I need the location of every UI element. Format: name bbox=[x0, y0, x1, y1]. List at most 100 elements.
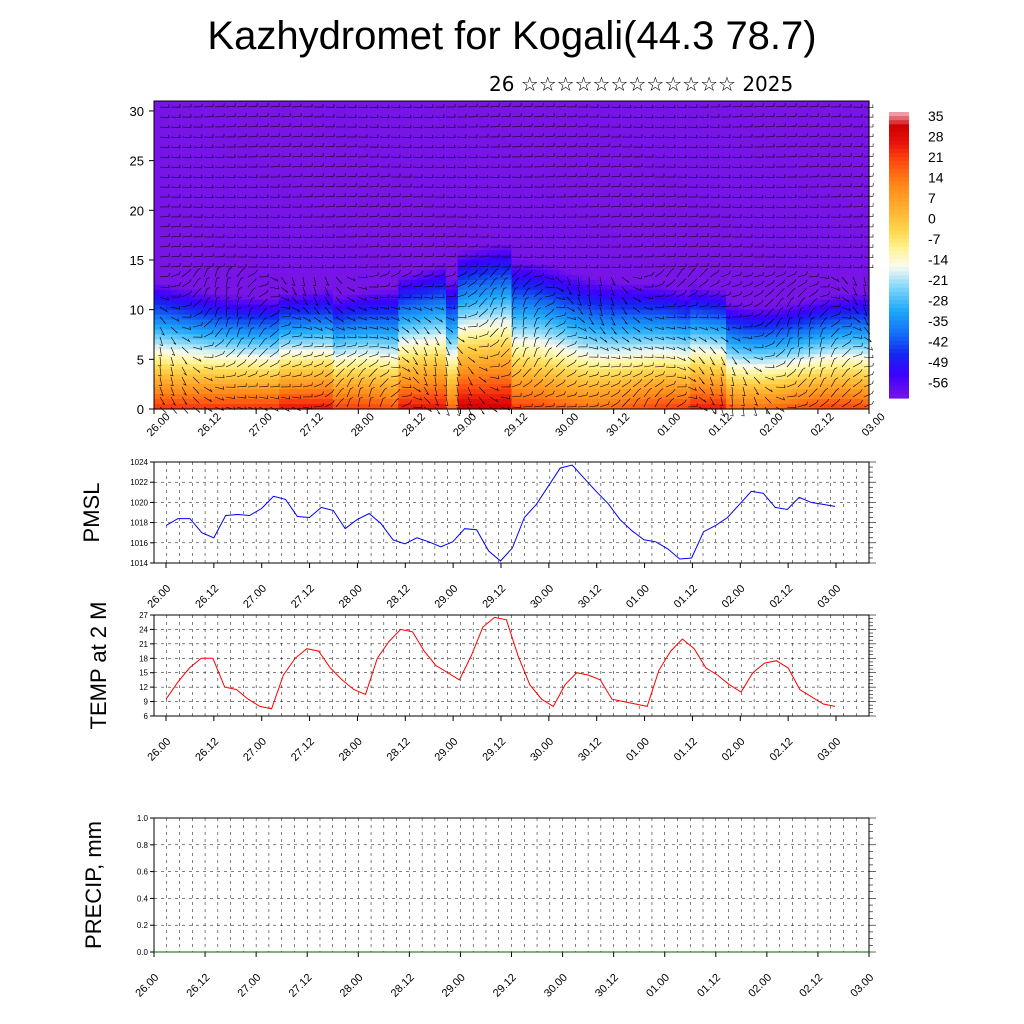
x-tick-label: 02.12 bbox=[768, 736, 796, 764]
series-line bbox=[165, 464, 836, 562]
wind-barbs bbox=[157, 103, 874, 417]
x-tick-label: 30.12 bbox=[576, 583, 604, 611]
grid-lines bbox=[154, 818, 869, 952]
y-tick-label: 0.4 bbox=[137, 894, 149, 903]
chart-title: Kazhydromet for Kogali(44.3 78.7) bbox=[207, 14, 817, 58]
y-tick-label: 15 bbox=[130, 253, 144, 268]
y-tick-label: 21 bbox=[139, 640, 148, 649]
y-tick-label: 0 bbox=[137, 402, 144, 417]
colorbar-label: -42 bbox=[928, 334, 948, 350]
panel-frame bbox=[153, 461, 870, 564]
x-tick-label: 27.12 bbox=[298, 411, 326, 439]
x-tick-label: 02.12 bbox=[797, 972, 825, 1000]
x-tick-label: 29.12 bbox=[480, 583, 508, 611]
x-tick-label: 30.12 bbox=[576, 736, 604, 764]
x-tick-label: 29.00 bbox=[440, 972, 468, 1000]
y-tick-label: 0.6 bbox=[137, 868, 149, 877]
y-tick-label: 1024 bbox=[130, 458, 148, 467]
colorbar-label: 35 bbox=[928, 108, 944, 124]
x-tick-label: 27.00 bbox=[241, 736, 269, 764]
x-tick-label: 01.00 bbox=[624, 736, 652, 764]
y-tick-label: 0.2 bbox=[137, 921, 149, 930]
y-tick-label: 5 bbox=[137, 352, 144, 367]
y-tick-label: 20 bbox=[130, 203, 144, 218]
y-tick-label: 25 bbox=[130, 154, 144, 169]
x-tick-label: 29.12 bbox=[480, 736, 508, 764]
colorbar-label: -49 bbox=[928, 354, 948, 370]
panel-frame bbox=[153, 614, 870, 717]
series-line bbox=[165, 616, 836, 710]
colorbar-label: -14 bbox=[928, 252, 948, 268]
x-tick-label: 26.00 bbox=[145, 411, 173, 439]
y-tick-label: 1.0 bbox=[137, 814, 149, 823]
y-tick-label: 1014 bbox=[130, 559, 148, 568]
y-tick-label: 1022 bbox=[130, 478, 148, 487]
x-tick-label: 02.00 bbox=[720, 583, 748, 611]
x-tick-label: 02.00 bbox=[720, 736, 748, 764]
pmsl-axis-label: PMSL bbox=[79, 483, 104, 543]
x-tick-label: 28.12 bbox=[389, 972, 417, 1000]
colorbar-label: -56 bbox=[928, 375, 948, 391]
x-tick-label: 30.12 bbox=[593, 972, 621, 1000]
x-tick-label: 01.12 bbox=[672, 736, 700, 764]
precip-axis-label: PRECIP, mm bbox=[81, 821, 106, 949]
x-tick-label: 27.12 bbox=[289, 583, 317, 611]
x-tick-label: 02.12 bbox=[768, 583, 796, 611]
y-tick-label: 18 bbox=[139, 654, 148, 663]
x-tick-label: 28.12 bbox=[400, 411, 428, 439]
grid-lines bbox=[154, 615, 869, 716]
x-tick-label: 26.12 bbox=[184, 972, 212, 1000]
y-tick-label: 9 bbox=[144, 698, 149, 707]
x-tick-label: 26.00 bbox=[133, 972, 161, 1000]
x-tick-label: 01.00 bbox=[655, 411, 683, 439]
x-tick-label: 26.00 bbox=[145, 583, 173, 611]
x-tick-label: 28.00 bbox=[349, 411, 377, 439]
y-tick-label: 27 bbox=[139, 611, 148, 620]
x-tick-label: 26.12 bbox=[193, 736, 221, 764]
x-tick-label: 27.12 bbox=[287, 972, 315, 1000]
x-tick-label: 29.00 bbox=[433, 736, 461, 764]
x-tick-label: 03.00 bbox=[848, 972, 876, 1000]
x-tick-label: 03.00 bbox=[860, 411, 888, 439]
y-tick-label: 12 bbox=[139, 683, 148, 692]
y-tick-label: 0.8 bbox=[137, 841, 149, 850]
colorbar-label: 14 bbox=[928, 170, 944, 186]
x-tick-label: 28.00 bbox=[338, 972, 366, 1000]
x-tick-label: 26.12 bbox=[193, 583, 221, 611]
y-tick-label: 30 bbox=[130, 104, 144, 119]
x-tick-label: 27.00 bbox=[247, 411, 275, 439]
x-tick-label: 29.12 bbox=[502, 411, 530, 439]
x-tick-label: 30.00 bbox=[528, 583, 556, 611]
colorbar-label: 28 bbox=[928, 129, 944, 145]
x-tick-label: 29.12 bbox=[491, 972, 519, 1000]
x-tick-label: 01.00 bbox=[624, 583, 652, 611]
y-tick-label: 24 bbox=[139, 625, 148, 634]
x-tick-label: 30.00 bbox=[553, 411, 581, 439]
temp-axis-label: TEMP at 2 M bbox=[86, 602, 111, 730]
x-tick-label: 27.00 bbox=[236, 972, 264, 1000]
y-tick-label: 0.0 bbox=[137, 948, 149, 957]
colorbar-label: -7 bbox=[928, 231, 941, 247]
colorbar-label: 21 bbox=[928, 149, 944, 165]
x-tick-label: 02.12 bbox=[809, 411, 837, 439]
colorbar-label: -21 bbox=[928, 272, 948, 288]
colorbar bbox=[889, 112, 909, 399]
x-tick-label: 27.00 bbox=[241, 583, 269, 611]
x-tick-label: 03.00 bbox=[815, 736, 843, 764]
x-tick-label: 26.12 bbox=[196, 411, 224, 439]
x-tick-label: 29.00 bbox=[433, 583, 461, 611]
x-tick-label: 30.12 bbox=[604, 411, 632, 439]
y-tick-label: 15 bbox=[139, 669, 148, 678]
chart-subtitle: 26 ☆☆☆☆☆☆☆☆☆☆☆☆ 2025 bbox=[489, 72, 794, 96]
colorbar-label: -28 bbox=[928, 293, 948, 309]
x-tick-label: 26.00 bbox=[145, 736, 173, 764]
x-tick-label: 01.00 bbox=[644, 972, 672, 1000]
x-tick-label: 27.12 bbox=[289, 736, 317, 764]
colorbar-label: 7 bbox=[928, 190, 936, 206]
grid-lines bbox=[154, 462, 869, 563]
y-tick-label: 6 bbox=[144, 712, 149, 721]
x-tick-label: 28.00 bbox=[337, 736, 365, 764]
y-tick-label: 10 bbox=[130, 303, 144, 318]
x-tick-label: 01.12 bbox=[672, 583, 700, 611]
